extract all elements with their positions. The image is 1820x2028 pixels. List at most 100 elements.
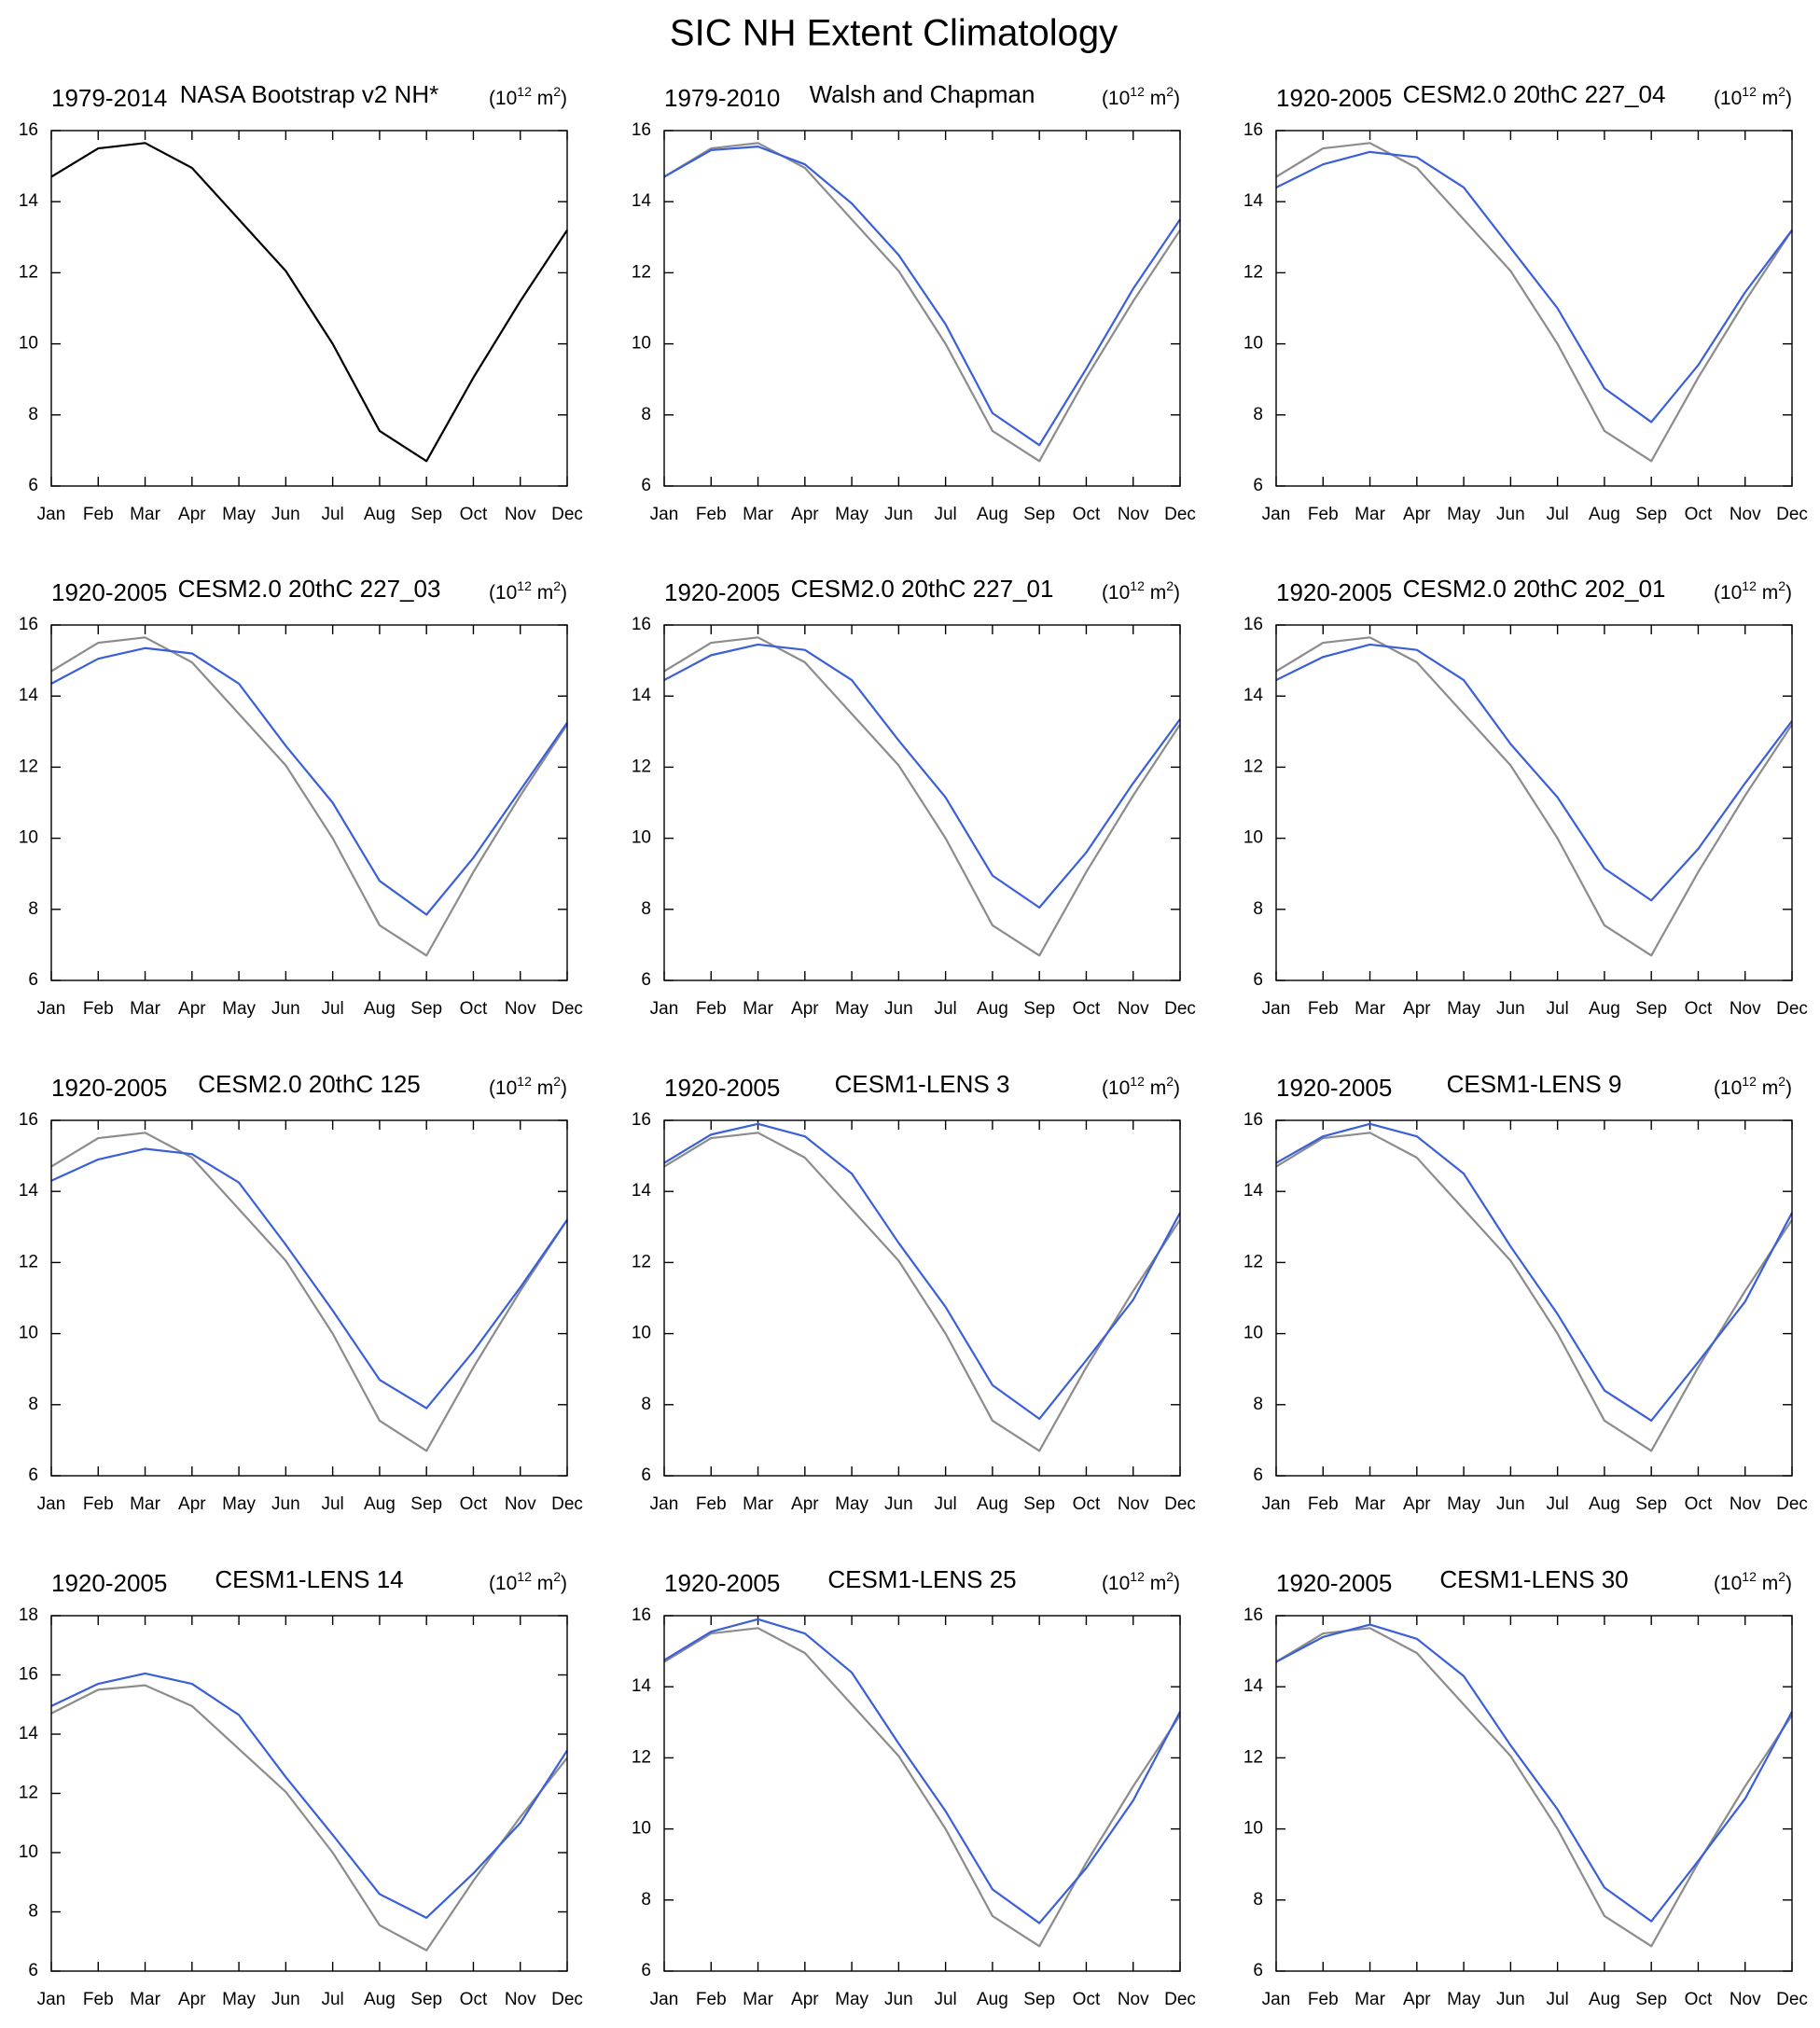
- series-line: [50, 636, 568, 957]
- x-tick-label: Aug: [364, 999, 396, 1019]
- x-tick-label: Feb: [696, 1990, 727, 2009]
- y-tick-label: 14: [1243, 1181, 1264, 1201]
- y-tick-label: 10: [19, 334, 38, 354]
- plot-frame: [1275, 130, 1793, 487]
- series-line: [663, 146, 1181, 447]
- x-tick-label: Nov: [1730, 505, 1761, 524]
- x-tick-label: Dec: [1776, 999, 1808, 1019]
- units-text: ): [1785, 1077, 1792, 1099]
- x-tick-label: Jul: [321, 1990, 343, 2009]
- series-line: [1275, 643, 1793, 902]
- units-text: ): [561, 1573, 567, 1594]
- units-exponent: 12: [1742, 84, 1757, 99]
- x-tick-label: Jul: [1546, 505, 1568, 524]
- panel-title: CESM1-LENS 25: [827, 1565, 1016, 1593]
- units-exponent: 2: [553, 84, 561, 99]
- plot-frame: [50, 1119, 568, 1477]
- x-tick-label: Apr: [178, 999, 206, 1019]
- y-tick-label: 12: [1243, 757, 1263, 776]
- x-tick-label: Jul: [934, 1990, 956, 2009]
- y-tick-label: 10: [632, 1324, 651, 1343]
- x-tick-label: Feb: [696, 505, 727, 524]
- units-exponent: 12: [1130, 578, 1145, 593]
- y-tick-label: 8: [641, 899, 651, 919]
- x-tick-label: Nov: [505, 1990, 536, 2009]
- x-tick-label: Jan: [650, 999, 679, 1019]
- y-tick-label: 10: [1243, 334, 1263, 354]
- y-tick-label: 18: [19, 1605, 38, 1625]
- x-tick-label: Sep: [410, 1990, 442, 2009]
- x-tick-label: Sep: [410, 505, 442, 524]
- units-text: m: [1757, 1573, 1778, 1594]
- y-tick-label: 14: [1243, 1676, 1264, 1696]
- x-tick-label: Apr: [791, 1990, 819, 2009]
- x-tick-label: Oct: [1073, 999, 1101, 1019]
- x-tick-label: Jul: [1546, 999, 1568, 1019]
- x-tick-label: Oct: [1073, 1990, 1101, 2009]
- x-tick-label: Jun: [271, 999, 300, 1019]
- series-line: [50, 142, 568, 463]
- x-tick-label: Oct: [1685, 505, 1713, 524]
- x-tick-label: May: [835, 1494, 868, 1514]
- panel-period: 1979-2014: [51, 84, 167, 112]
- y-tick-label: 12: [632, 757, 651, 776]
- units-text: (10: [1102, 88, 1130, 109]
- x-tick-label: Aug: [364, 1494, 396, 1514]
- y-tick-label: 8: [641, 1395, 651, 1414]
- units-text: m: [1145, 1573, 1166, 1594]
- y-tick-label: 16: [1243, 1605, 1263, 1625]
- units: (1012 m2): [1714, 1569, 1792, 1594]
- y-tick-label: 14: [19, 1181, 39, 1201]
- x-tick-label: Nov: [505, 999, 536, 1019]
- units-text: (10: [1102, 582, 1130, 604]
- y-tick-label: 6: [641, 1465, 651, 1485]
- x-tick-label: May: [1447, 505, 1480, 524]
- x-tick-label: Apr: [791, 1494, 819, 1514]
- x-tick-label: Oct: [1073, 505, 1101, 524]
- y-tick-label: 6: [1253, 1961, 1263, 1980]
- series-line: [50, 1672, 568, 1919]
- units-exponent: 12: [517, 1569, 532, 1584]
- panel-period: 1979-2010: [664, 84, 780, 112]
- units-text: (10: [1714, 1077, 1742, 1099]
- units-exponent: 2: [553, 1569, 561, 1584]
- y-tick-label: 16: [19, 1110, 38, 1130]
- y-tick-label: 16: [632, 1605, 651, 1625]
- x-tick-label: Aug: [1589, 1494, 1620, 1514]
- y-tick-label: 10: [632, 1819, 651, 1839]
- x-tick-label: Apr: [178, 1990, 206, 2009]
- series-line: [1275, 636, 1793, 957]
- panel-period: 1920-2005: [1276, 1074, 1392, 1102]
- series-line: [663, 1618, 1181, 1924]
- panel-title: CESM1-LENS 3: [835, 1070, 1010, 1098]
- y-tick-label: 8: [28, 1395, 38, 1414]
- series-line: [1275, 1122, 1793, 1423]
- units-text: (10: [489, 1077, 517, 1099]
- plot-frame: [1275, 1615, 1793, 1972]
- x-tick-label: Jun: [271, 1990, 300, 2009]
- x-tick-label: Mar: [130, 999, 160, 1019]
- x-tick-label: Jul: [934, 505, 956, 524]
- x-tick-label: Apr: [791, 505, 819, 524]
- y-tick-label: 14: [632, 1181, 652, 1201]
- x-tick-label: Feb: [83, 999, 114, 1019]
- units-text: m: [532, 1077, 553, 1099]
- x-tick-label: Mar: [743, 1494, 773, 1514]
- x-tick-label: May: [1447, 999, 1480, 1019]
- units-text: m: [1757, 88, 1778, 109]
- plot-frame: [663, 1615, 1181, 1972]
- y-tick-label: 10: [632, 334, 651, 354]
- units-exponent: 2: [1778, 1074, 1785, 1089]
- series-line: [663, 1122, 1181, 1421]
- x-tick-label: Aug: [364, 1990, 396, 2009]
- y-tick-label: 12: [632, 262, 651, 282]
- plot-frame: [663, 624, 1181, 981]
- x-tick-label: May: [222, 505, 256, 524]
- x-tick-label: Jun: [1496, 1990, 1525, 2009]
- y-tick-label: 8: [28, 899, 38, 919]
- y-tick-label: 10: [19, 1842, 38, 1862]
- x-tick-label: Sep: [1023, 999, 1055, 1019]
- x-tick-label: Mar: [1355, 1990, 1385, 2009]
- units-text: (10: [1102, 1077, 1130, 1099]
- x-tick-label: Jun: [271, 1494, 300, 1514]
